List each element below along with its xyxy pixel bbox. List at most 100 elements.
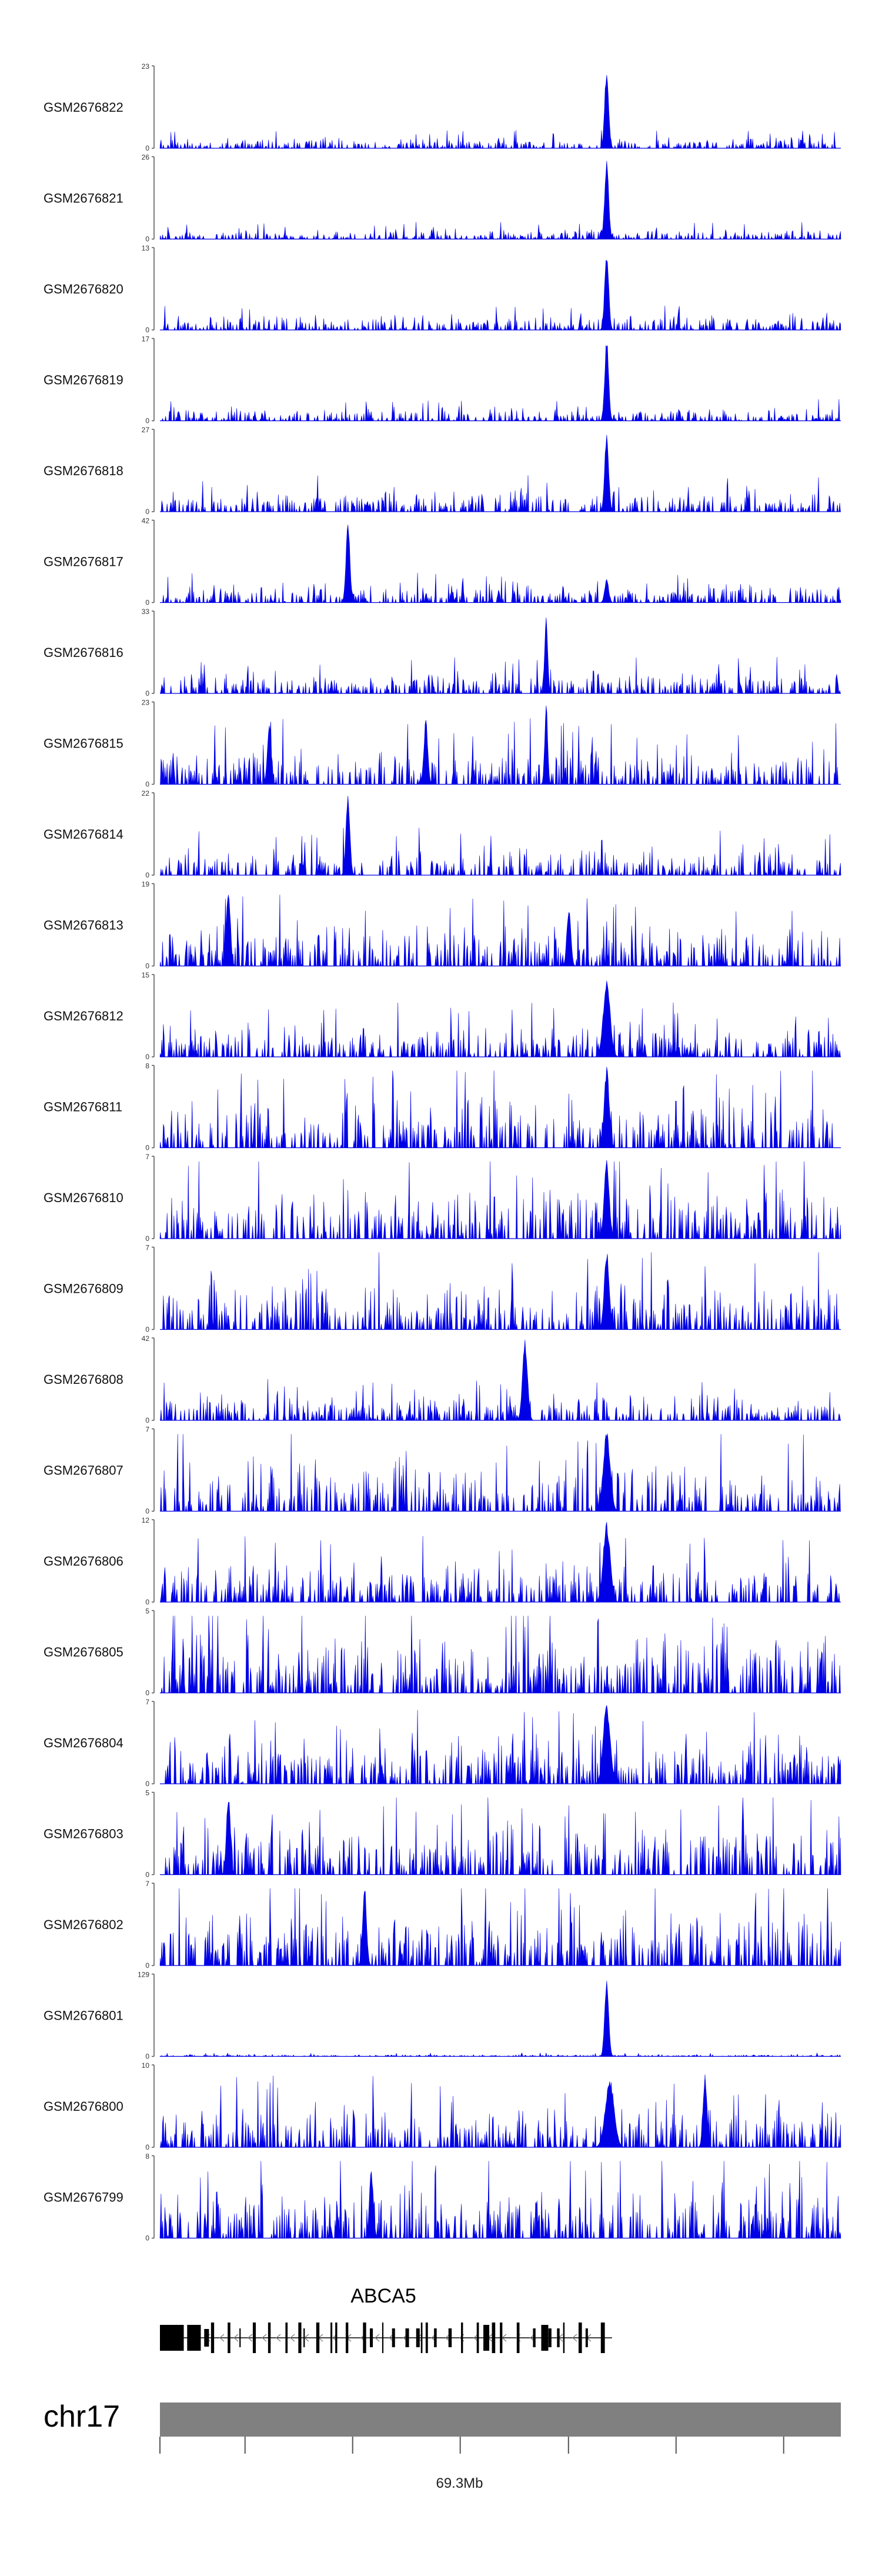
track-GSM2676807: GSM2676807 7 0: [44, 1426, 841, 1516]
exon: [187, 2325, 201, 2351]
coverage-signal: [160, 435, 841, 512]
gene-annotation-track: ABCA5: [160, 2285, 612, 2353]
track-label: GSM2676800: [44, 2099, 123, 2114]
y-tick-label-min: 0: [145, 417, 149, 425]
track-label: GSM2676808: [44, 1372, 123, 1387]
exon: [541, 2325, 549, 2351]
coverage-signal: [160, 1521, 841, 1603]
track-GSM2676804: GSM2676804 7 0: [44, 1698, 841, 1788]
y-tick-label-min: 0: [145, 326, 149, 334]
coverage-signal: [160, 1433, 841, 1511]
y-tick-label-max: 23: [142, 62, 150, 71]
exon: [316, 2323, 320, 2353]
y-tick-label-max: 13: [142, 244, 150, 252]
y-tick-label-max: 15: [142, 971, 150, 979]
exon: [298, 2323, 302, 2353]
exon: [557, 2328, 560, 2347]
y-tick-label-min: 0: [145, 1416, 149, 1424]
exon: [160, 2325, 184, 2351]
exon: [425, 2323, 428, 2353]
y-tick-label-max: 129: [138, 1971, 149, 1979]
exon: [392, 2328, 395, 2347]
strand-arrow: [233, 2334, 239, 2342]
y-tick-label-max: 7: [145, 1244, 149, 1252]
track-label: GSM2676815: [44, 736, 123, 751]
track-label: GSM2676816: [44, 645, 123, 660]
coverage-signal: [160, 260, 841, 331]
track-GSM2676801: GSM2676801 129 0: [44, 1971, 841, 2061]
y-tick-label-min: 0: [145, 1234, 149, 1243]
track-label: GSM2676805: [44, 1645, 123, 1660]
y-tick-label-min: 0: [145, 1871, 149, 1879]
coverage-signal: [159, 1980, 841, 2057]
coverage-signal: [159, 1066, 841, 1149]
track-label: GSM2676809: [44, 1282, 123, 1296]
strand-arrow: [445, 2334, 450, 2342]
track-GSM2676815: GSM2676815 23 0: [44, 699, 841, 789]
y-tick-label-min: 0: [145, 1144, 149, 1152]
exon: [268, 2323, 271, 2353]
y-tick-label-max: 8: [145, 1062, 149, 1070]
track-label: GSM2676803: [44, 1827, 123, 1841]
coverage-signal: [159, 2161, 841, 2238]
coverage-signal: [159, 1160, 841, 1239]
y-tick-label-min: 0: [145, 962, 149, 970]
coverage-signal: [159, 895, 841, 967]
exon: [461, 2323, 463, 2353]
y-tick-label-max: 19: [142, 880, 150, 889]
y-tick-label-max: 12: [142, 1516, 150, 1524]
exon: [533, 2328, 536, 2347]
gene-label: ABCA5: [350, 2285, 416, 2307]
track-GSM2676812: GSM2676812 15 0: [44, 971, 841, 1061]
track-label: GSM2676806: [44, 1554, 123, 1569]
exon: [303, 2328, 305, 2347]
y-tick-label-max: 10: [142, 2061, 150, 2070]
track-GSM2676813: GSM2676813 19 0: [44, 880, 841, 970]
coverage-signal: [160, 2074, 841, 2148]
ideogram-bar: [160, 2403, 841, 2437]
track-GSM2676819: GSM2676819 17 0: [44, 335, 841, 425]
y-tick-label-min: 0: [145, 1598, 149, 1606]
exon: [228, 2323, 230, 2353]
track-GSM2676800: GSM2676800 10 0: [44, 2061, 841, 2151]
y-tick-label-max: 7: [145, 1698, 149, 1706]
coverage-signal: [160, 796, 841, 876]
exon: [548, 2328, 552, 2347]
y-tick-label-min: 0: [145, 1053, 149, 1061]
coverage-signal: [159, 161, 841, 240]
y-tick-label-min: 0: [145, 689, 149, 698]
y-tick-label-max: 27: [142, 426, 150, 434]
exon: [483, 2325, 490, 2351]
y-tick-label-min: 0: [145, 1689, 149, 1697]
y-tick-label-min: 0: [145, 1961, 149, 1970]
track-GSM2676817: GSM2676817 42 0: [44, 517, 841, 607]
y-tick-label-min: 0: [145, 599, 149, 607]
y-tick-label-max: 17: [142, 335, 150, 343]
strand-arrow: [290, 2334, 295, 2342]
y-tick-label-max: 22: [142, 789, 150, 798]
y-tick-label-max: 7: [145, 1153, 149, 1161]
coverage-signal: [159, 75, 841, 149]
exon: [330, 2323, 333, 2353]
exon: [405, 2328, 409, 2347]
exon: [363, 2323, 366, 2353]
y-tick-label-min: 0: [145, 1780, 149, 1788]
exon: [335, 2323, 338, 2353]
y-tick-label-max: 23: [142, 699, 150, 707]
coordinate-tick-label: 69.3Mb: [436, 2475, 483, 2491]
track-label: GSM2676818: [44, 463, 123, 478]
y-tick-label-min: 0: [145, 2053, 149, 2061]
y-tick-label-max: 33: [142, 608, 150, 616]
coverage-signal: [160, 1252, 841, 1330]
y-tick-label-max: 5: [145, 1789, 149, 1797]
y-tick-label-min: 0: [145, 2234, 149, 2243]
coverage-signal: [160, 525, 841, 603]
track-GSM2676820: GSM2676820 13 0: [44, 244, 841, 334]
y-tick-label-max: 5: [145, 1607, 149, 1616]
track-label: GSM2676801: [44, 2008, 123, 2023]
strand-arrow: [572, 2334, 577, 2342]
track-label: GSM2676802: [44, 1917, 123, 1932]
coverage-signal: [160, 345, 841, 422]
track-GSM2676811: GSM2676811 8 0: [44, 1062, 841, 1152]
y-tick-label-min: 0: [145, 1507, 149, 1516]
